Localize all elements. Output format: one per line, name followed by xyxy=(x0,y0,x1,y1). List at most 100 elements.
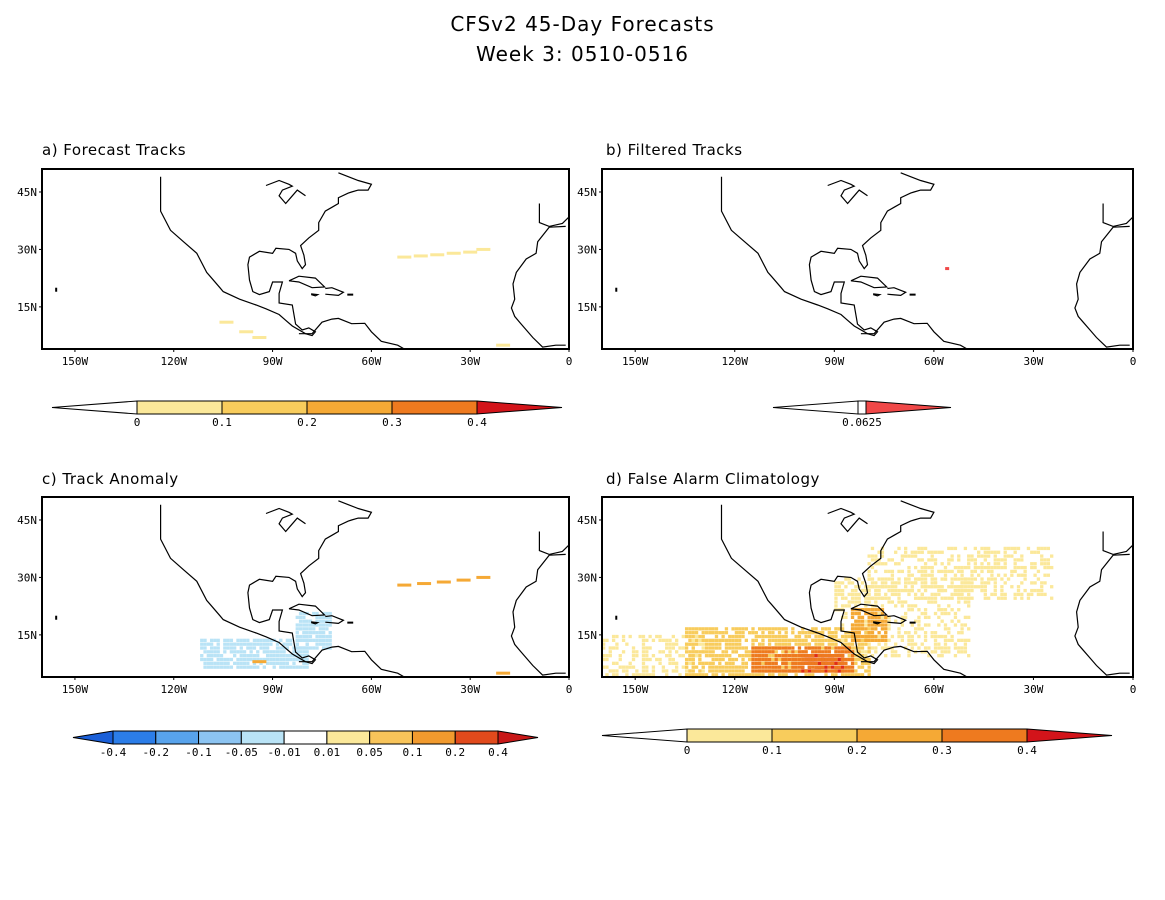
density-cell xyxy=(913,581,918,585)
density-cell xyxy=(967,562,971,566)
lon-label: 60W xyxy=(924,355,944,368)
density-cell xyxy=(724,631,729,635)
anomaly-cell xyxy=(305,654,309,658)
density-cell xyxy=(602,646,606,650)
density-cell xyxy=(870,565,875,570)
density-cell xyxy=(993,577,997,581)
density-cell xyxy=(1040,581,1044,585)
density-cell xyxy=(860,615,865,620)
density-cell xyxy=(910,634,914,639)
lon-label: 0 xyxy=(1130,683,1137,696)
coast-great-lakes xyxy=(265,507,306,533)
density-cell xyxy=(688,634,692,639)
hawaii-island xyxy=(615,287,618,292)
density-cell xyxy=(688,661,692,665)
density-cell xyxy=(973,565,977,570)
density-cell xyxy=(867,554,871,558)
density-cell xyxy=(844,577,848,581)
anomaly-cell xyxy=(275,646,280,650)
density-cell xyxy=(860,646,865,650)
density-cell xyxy=(933,596,938,600)
density-cell xyxy=(718,654,722,658)
density-cell xyxy=(814,650,818,654)
density-cell xyxy=(927,654,931,658)
figure-title-line1: CFSv2 45-Day Forecasts xyxy=(450,12,715,36)
anomaly-cell xyxy=(239,657,243,662)
density-cell xyxy=(817,665,822,669)
density-cell xyxy=(1036,588,1041,593)
density-cell xyxy=(638,634,642,639)
density-cell xyxy=(874,608,878,612)
density-cell xyxy=(744,646,749,650)
anomaly-cell xyxy=(216,650,220,654)
density-cell xyxy=(665,642,669,646)
density-cell xyxy=(860,661,865,665)
density-cell xyxy=(811,631,815,635)
density-cell xyxy=(900,558,904,562)
map-data-layer xyxy=(219,247,511,347)
density-cell xyxy=(734,634,739,639)
density-cell xyxy=(1003,550,1007,554)
density-cell xyxy=(910,581,914,585)
density-cell xyxy=(967,615,971,620)
density-cell xyxy=(917,627,921,631)
anomaly-cell xyxy=(246,654,250,658)
density-cell xyxy=(943,608,948,612)
anomaly-cell xyxy=(275,642,280,646)
density-cell xyxy=(824,627,828,631)
density-cell xyxy=(675,665,679,669)
density-cell xyxy=(884,581,888,585)
density-cell xyxy=(698,638,702,643)
anomaly-cell xyxy=(242,650,247,654)
density-cell xyxy=(867,585,871,589)
density-cell xyxy=(817,634,822,639)
density-cell xyxy=(890,592,895,597)
anomaly-cell xyxy=(242,642,247,646)
anomaly-cell xyxy=(325,642,329,646)
density-cell xyxy=(787,654,792,658)
density-cell xyxy=(887,646,891,650)
density-cell xyxy=(850,615,855,620)
density-cell xyxy=(943,569,948,574)
density-cell xyxy=(1023,565,1027,570)
density-cell xyxy=(754,631,758,635)
density-cell xyxy=(953,588,958,593)
density-cell xyxy=(920,642,924,646)
density-cell xyxy=(904,588,908,593)
density-cell xyxy=(655,657,659,662)
density-cell xyxy=(611,661,616,665)
colorbar-left-arrow xyxy=(601,728,688,743)
density-cell xyxy=(870,611,875,616)
density-cell xyxy=(907,565,911,570)
density-cell xyxy=(847,654,851,658)
density-cell xyxy=(854,588,858,593)
density-cell xyxy=(953,592,958,597)
density-cell xyxy=(698,627,702,631)
density-cell xyxy=(748,657,752,662)
density-cell xyxy=(791,627,795,631)
anomaly-cell xyxy=(242,661,247,665)
density-cell xyxy=(777,646,782,650)
density-cell xyxy=(781,638,785,643)
density-cell xyxy=(930,631,934,635)
density-cell xyxy=(748,631,752,635)
density-cell xyxy=(923,615,928,620)
density-cell xyxy=(963,588,968,593)
density-cell xyxy=(635,654,639,658)
density-cell xyxy=(850,581,855,585)
density-cell xyxy=(791,657,795,662)
density-cell xyxy=(993,554,997,558)
density-cell xyxy=(827,631,831,635)
anomaly-cell xyxy=(298,619,303,623)
density-cell xyxy=(957,596,961,600)
anomaly-cell xyxy=(308,619,313,623)
density-cell xyxy=(907,650,911,654)
density-cell xyxy=(1000,558,1004,562)
anomaly-cell xyxy=(285,642,290,646)
anomaly-cell xyxy=(318,638,322,643)
density-cell xyxy=(844,638,848,643)
anomaly-cell xyxy=(275,654,280,658)
density-cell xyxy=(967,588,971,593)
anomaly-cell xyxy=(219,665,224,669)
density-cell xyxy=(711,650,715,654)
